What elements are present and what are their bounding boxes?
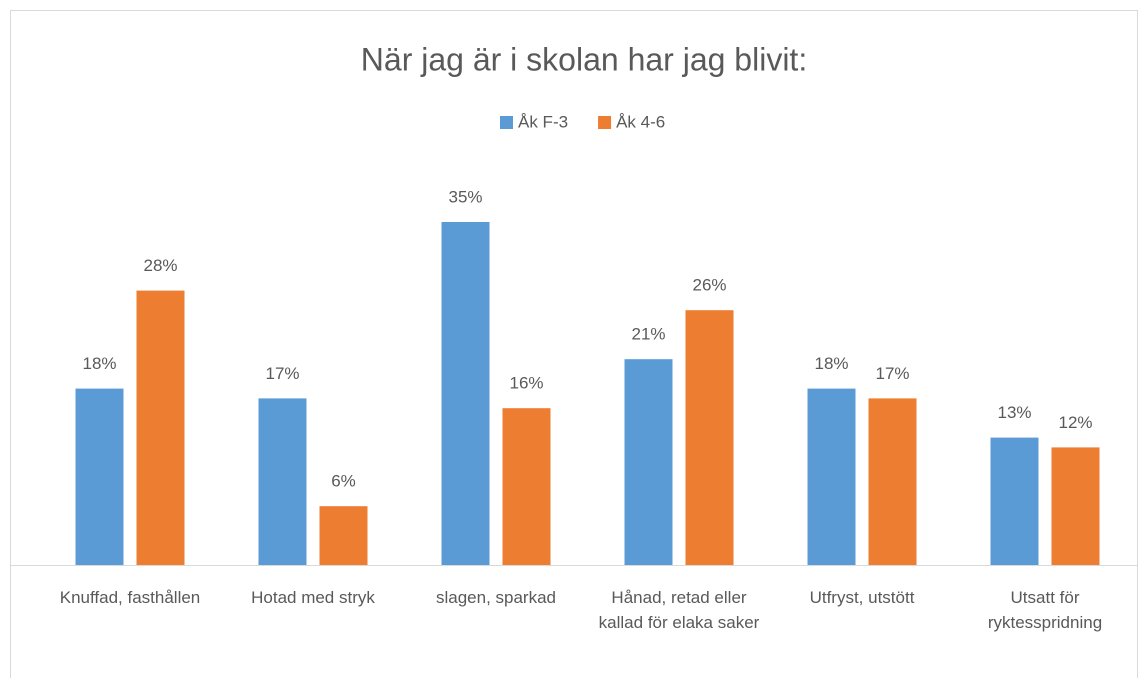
x-tick-label: Utfryst, utstött: [809, 588, 915, 607]
bar: [1051, 447, 1100, 565]
x-tick-label: slagen, sparkad: [435, 588, 557, 607]
data-label: 12%: [1058, 413, 1092, 432]
bar: [807, 388, 856, 565]
data-label: 18%: [814, 354, 848, 373]
bar: [319, 506, 368, 565]
legend-label: Åk F-3: [518, 112, 568, 131]
x-tick-label: Hånad, retad eller kallad för elaka sake…: [598, 588, 760, 632]
legend-label: Åk 4-6: [616, 112, 665, 131]
bar: [624, 359, 673, 565]
data-label: 21%: [631, 325, 665, 344]
data-label: 6%: [331, 472, 356, 491]
bar: [685, 310, 734, 565]
bar: [441, 222, 490, 565]
data-label: 13%: [997, 403, 1031, 422]
legend-swatch: [598, 116, 612, 129]
data-label: 17%: [265, 364, 299, 383]
bar: [868, 398, 917, 565]
bar: [258, 398, 307, 565]
x-tick-label: Hotad med stryk: [251, 588, 375, 607]
bar: [502, 408, 551, 565]
data-label: 26%: [692, 276, 726, 295]
x-tick-label: Utsatt för ryktesspridning: [987, 588, 1103, 632]
data-label: 17%: [875, 364, 909, 383]
data-label: 18%: [82, 354, 116, 373]
chart-title: När jag är i skolan har jag blivit:: [361, 41, 807, 77]
data-label: 28%: [143, 256, 177, 275]
data-label: 16%: [509, 374, 543, 393]
chart-border: [10, 10, 1138, 678]
bar: [990, 437, 1039, 565]
bar: [75, 388, 124, 565]
x-tick-label: Knuffad, fasthållen: [59, 588, 201, 607]
data-label: 35%: [448, 187, 482, 206]
bar: [136, 290, 185, 565]
legend-swatch: [500, 116, 513, 129]
